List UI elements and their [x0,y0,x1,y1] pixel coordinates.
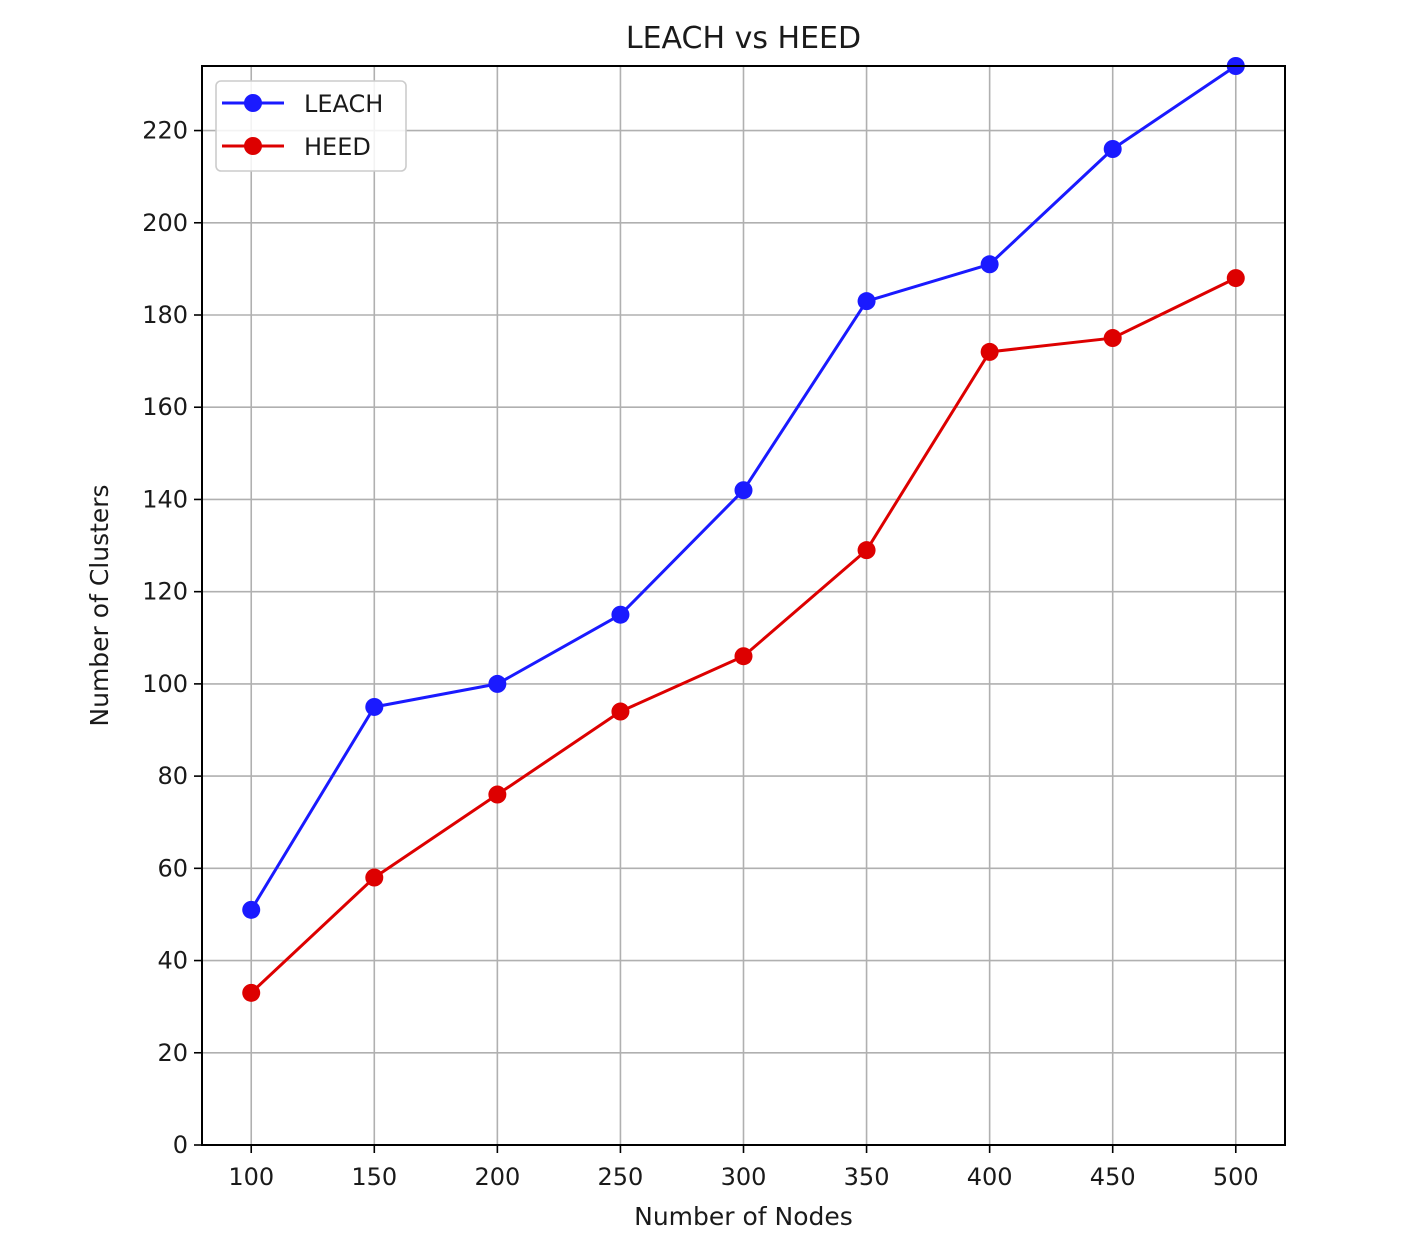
data-point-leach [734,481,753,500]
y-tick-label: 220 [142,117,188,145]
y-tick-label: 0 [173,1131,188,1159]
x-tick-label: 150 [351,1163,397,1191]
axis-ticks: 100 150 200 250 300 350 400 450 500 0 20 40 60 80 100 1… [142,117,1258,1191]
y-tick-label: 200 [142,209,188,237]
x-tick-label: 400 [967,1163,1013,1191]
legend-item-leach: LEACH [222,90,383,118]
series-leach [242,57,1245,919]
legend-item-heed: HEED [222,133,371,161]
plot-series [242,57,1245,1002]
data-point-heed [734,647,753,666]
series-heed [242,269,1245,1002]
y-tick-label: 80 [157,762,188,790]
data-point-leach [242,900,261,919]
y-tick-label: 60 [157,854,188,882]
x-tick-label: 500 [1213,1163,1259,1191]
y-tick-label: 100 [142,670,188,698]
data-point-heed [242,983,261,1002]
legend-marker [244,94,262,112]
data-point-leach [857,292,876,311]
x-axis-title: Number of Nodes [634,1202,853,1231]
data-point-heed [980,342,999,361]
data-point-leach [1103,140,1122,158]
data-point-heed [1226,269,1245,288]
legend-label: HEED [304,133,371,161]
y-tick-label: 160 [142,393,188,421]
y-tick-label: 180 [142,301,188,329]
grid-lines [202,66,1285,1146]
legend: LEACH HEED [215,80,407,172]
data-point-leach [980,255,999,274]
x-tick-label: 100 [228,1163,274,1191]
x-tick-label: 300 [721,1163,767,1191]
chart-title: LEACH vs HEED [626,21,861,56]
data-point-leach [611,605,630,624]
x-tick-label: 350 [844,1163,890,1191]
legend-label: LEACH [304,90,383,118]
data-point-heed [365,868,384,887]
y-tick-label: 20 [157,1039,188,1067]
data-point-leach [488,674,507,693]
data-point-heed [1103,329,1122,348]
y-axis-title: Number of Clusters [85,484,114,726]
x-tick-label: 200 [474,1163,520,1191]
legend-marker [244,137,262,155]
data-point-leach [365,697,384,716]
y-tick-label: 40 [157,947,188,975]
x-tick-label: 250 [598,1163,644,1191]
data-point-heed [611,702,630,721]
data-point-heed [488,785,507,804]
x-tick-label: 450 [1090,1163,1136,1191]
data-point-heed [857,541,876,560]
y-tick-label: 140 [142,485,188,513]
y-tick-label: 120 [142,578,188,606]
